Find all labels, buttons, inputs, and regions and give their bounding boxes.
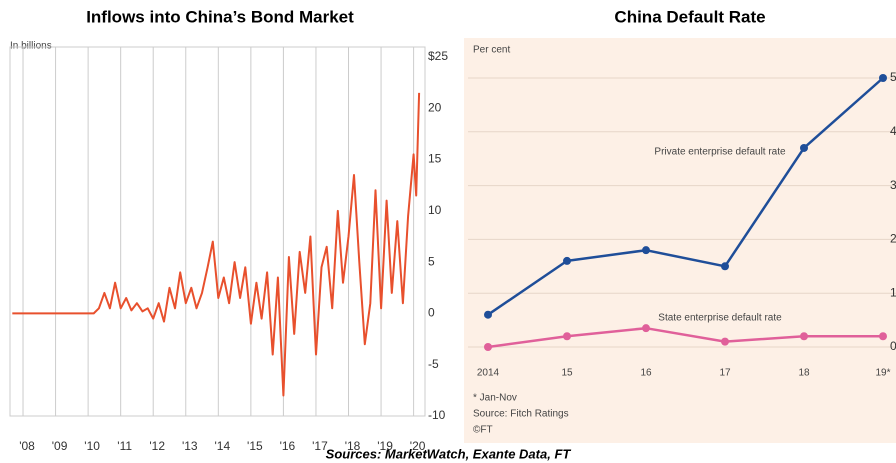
x-tick-label: '15: [247, 439, 263, 453]
x-tick-label: '16: [280, 439, 296, 453]
data-point: [484, 343, 492, 351]
y-tick-label: 10: [428, 203, 442, 217]
x-tick-label: '11: [117, 439, 132, 453]
plot-frame: [9, 46, 426, 417]
y-tick-label: -5: [428, 357, 439, 371]
x-tick-label: '08: [19, 439, 35, 453]
data-point: [563, 332, 571, 341]
data-point: [879, 74, 887, 82]
data-point: [721, 262, 729, 271]
y-tick-label: 0: [890, 339, 896, 353]
series-line: [487, 77, 884, 316]
y-tick-label: 20: [428, 100, 442, 114]
x-tick-label: 15: [561, 368, 573, 379]
data-point: [484, 310, 492, 319]
x-tick-label: '14: [214, 439, 230, 453]
y-tick-label: 4: [890, 124, 896, 138]
x-tick-label: '18: [345, 439, 361, 453]
note: Source: Fitch Ratings: [473, 409, 569, 420]
x-tick-label: 18: [798, 368, 810, 379]
footer: Sources: MarketWatch, Exante Data, FT: [326, 446, 572, 461]
x-tick-label: '12: [149, 439, 165, 453]
y-tick-label: 5: [428, 254, 435, 268]
x-tick-label: 2014: [477, 368, 500, 379]
data-point: [879, 332, 887, 341]
y-tick-label: $25: [428, 49, 448, 63]
x-tick-label: 19*: [875, 368, 890, 379]
chart-title: China Default Rate: [614, 7, 765, 26]
chart-title: Inflows into China’s Bond Market: [86, 7, 354, 26]
y-axis-label: In billions: [10, 41, 52, 52]
series-line: [12, 92, 421, 397]
series-label: Private enterprise default rate: [654, 147, 786, 158]
data-point: [563, 256, 571, 265]
y-tick-label: 5: [890, 70, 896, 84]
x-tick-label: '17: [312, 439, 328, 453]
y-tick-label: 15: [428, 152, 442, 166]
x-tick-label: '20: [410, 439, 426, 453]
series-line: [487, 326, 883, 349]
x-tick-label: '09: [52, 439, 68, 453]
note: * Jan-Nov: [473, 393, 517, 404]
y-axis-label: Per cent: [473, 45, 510, 56]
panel-background: [464, 38, 896, 443]
data-point: [800, 143, 808, 152]
data-point: [642, 246, 650, 255]
y-tick-label: 3: [890, 178, 896, 192]
y-tick-label: 2: [890, 232, 896, 246]
data-point: [642, 324, 650, 333]
y-tick-label: 1: [890, 285, 896, 299]
note: ©FT: [473, 425, 493, 436]
y-tick-label: -10: [428, 408, 446, 422]
data-point: [721, 337, 729, 346]
x-tick-label: '19: [377, 439, 393, 453]
data-point: [800, 332, 808, 341]
y-tick-label: 0: [428, 306, 435, 320]
x-tick-label: 17: [719, 368, 731, 379]
series-label: State enterprise default rate: [658, 313, 782, 324]
x-tick-label: '13: [182, 439, 198, 453]
x-tick-label: 16: [640, 368, 652, 379]
x-tick-label: '10: [84, 439, 100, 453]
